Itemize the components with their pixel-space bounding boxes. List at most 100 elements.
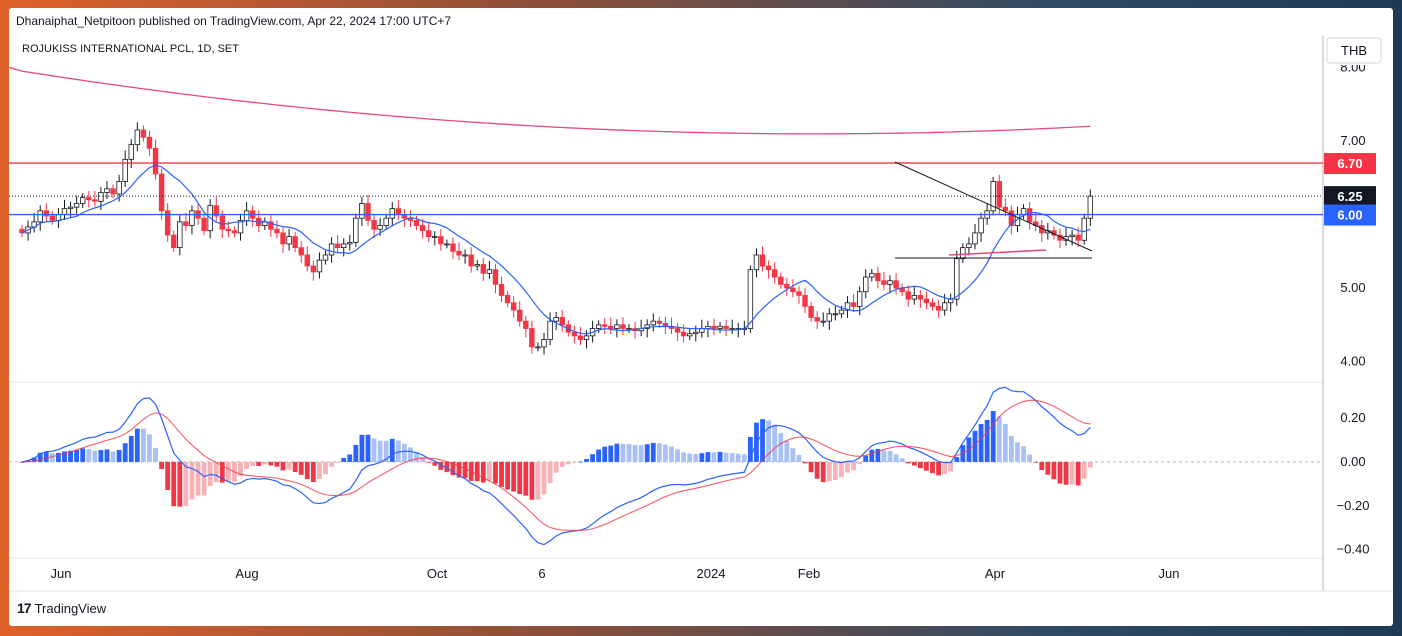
macd-histogram-bar — [857, 461, 863, 465]
candle-up — [98, 192, 104, 202]
candle-up — [474, 264, 480, 267]
candle-up — [614, 324, 620, 329]
candle-up — [863, 276, 869, 293]
macd-histogram-bar — [1087, 461, 1093, 468]
macd-histogram-bar — [656, 443, 662, 462]
candle-down — [86, 197, 92, 201]
macd-histogram-bar — [735, 453, 741, 462]
candle-up — [37, 210, 43, 223]
macd-histogram-bar — [1069, 461, 1075, 485]
candle-down — [905, 291, 911, 300]
price-chart[interactable]: 6.70 6.25 6.00 ROJUKISS INTERNATIONAL PCL,… — [9, 8, 1393, 626]
candle-up — [486, 269, 493, 274]
tradingview-logo[interactable]: 17 TradingView — [17, 600, 106, 616]
candle-down — [425, 230, 432, 237]
macd-histogram-bar — [43, 451, 49, 462]
macd-histogram-bar — [541, 461, 547, 495]
macd-histogram-bar — [189, 461, 195, 500]
macd-histogram-bar — [432, 461, 438, 466]
macd-histogram-bar — [729, 453, 735, 462]
macd-histogram-bar — [559, 461, 565, 467]
macd-histogram-bar — [699, 453, 705, 462]
macd-histogram-bar — [954, 457, 960, 462]
macd-histogram-bar — [104, 449, 110, 462]
candle-up — [650, 320, 656, 326]
candle-down — [225, 228, 232, 232]
macd-tick-label: −0.40 — [1337, 542, 1370, 557]
macd-histogram-bar — [365, 434, 371, 462]
macd-histogram-bar — [887, 451, 893, 462]
macd-histogram-bar — [839, 461, 844, 478]
candle-up — [444, 243, 450, 246]
macd-histogram-bar — [225, 461, 231, 483]
candle-up — [832, 313, 839, 316]
candle-up — [838, 309, 845, 315]
macd-histogram-bar — [517, 461, 523, 495]
macd-histogram-bar — [347, 454, 353, 462]
macd-histogram-bar — [1057, 461, 1063, 484]
macd-histogram-bar — [547, 461, 553, 484]
macd-histogram-bar — [56, 452, 61, 462]
macd-histogram-bar — [159, 461, 165, 470]
trendline-resistance — [894, 161, 1093, 252]
macd-histogram-bar — [80, 448, 86, 462]
macd-histogram-bar — [128, 435, 134, 462]
candle-up — [553, 317, 559, 322]
macd-histogram-bar — [438, 461, 444, 470]
candle-down — [280, 232, 286, 245]
candle-down — [371, 219, 377, 230]
candle-up — [389, 208, 395, 219]
macd-histogram-bar — [766, 420, 772, 462]
candle-down — [875, 272, 881, 282]
candle-down — [510, 302, 517, 311]
candle-down — [438, 236, 444, 245]
publisher-line: Dhanaiphat_Netpitoon published on Tradin… — [16, 14, 452, 28]
candle-down — [298, 247, 304, 256]
candle-down — [559, 317, 565, 326]
candle-down — [164, 210, 171, 236]
macd-histogram-bar — [31, 457, 37, 462]
macd-histogram-bar — [996, 416, 1002, 462]
candle-down — [881, 280, 887, 285]
candle-down — [608, 325, 614, 329]
candle-up — [61, 208, 68, 215]
macd-histogram-bar — [845, 461, 850, 473]
candle-up — [595, 324, 602, 329]
macd-histogram-bar — [480, 461, 486, 483]
ma-fast-line — [21, 164, 1091, 335]
price-level-label: 6.70 — [1337, 156, 1362, 171]
macd-histogram-bar — [1045, 461, 1051, 475]
macd-histogram-bar — [778, 433, 784, 462]
candle-down — [517, 309, 523, 322]
candle-up — [347, 242, 353, 245]
time-tick-label: Oct — [427, 566, 448, 581]
macd-histogram-bar — [86, 449, 92, 462]
macd-histogram-bar — [238, 461, 243, 477]
macd-histogram-bar — [669, 446, 674, 462]
candle-up — [687, 333, 693, 337]
macd-tick-label: 0.00 — [1340, 454, 1365, 469]
candle-down — [274, 228, 280, 234]
candle-up — [541, 339, 547, 348]
macd-histogram-bar — [717, 451, 723, 462]
macd-histogram-bar — [116, 449, 122, 462]
macd-histogram-bar — [832, 461, 838, 480]
price-level-label: 6.00 — [1337, 208, 1362, 223]
macd-histogram-bar — [911, 461, 917, 466]
macd-histogram-bar — [1027, 454, 1033, 462]
candle-down — [802, 295, 808, 307]
macd-histogram-bar — [760, 419, 765, 462]
macd-histogram-bar — [171, 461, 177, 507]
macd-histogram-bar — [596, 449, 602, 462]
macd-histogram-bar — [92, 450, 98, 462]
candle-up — [911, 295, 917, 300]
candle-up — [1081, 217, 1087, 241]
candle-down — [1008, 210, 1015, 226]
macd-histogram-bar — [772, 425, 778, 462]
macd-histogram-bar — [571, 461, 577, 463]
candle-down — [334, 243, 341, 249]
candle-up — [328, 243, 335, 256]
macd-histogram-bar — [784, 440, 790, 462]
macd-histogram-bar — [1015, 442, 1020, 462]
candle-up — [1069, 234, 1075, 237]
